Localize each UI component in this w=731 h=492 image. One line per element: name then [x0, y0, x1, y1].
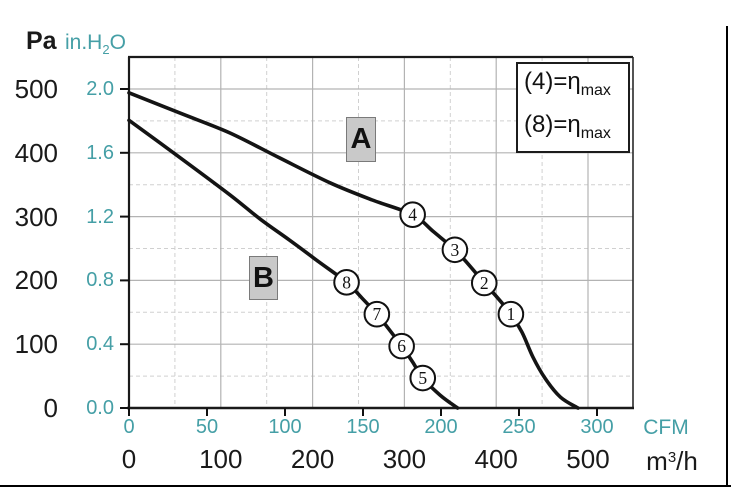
legend-entry-a-subscript: max [580, 82, 611, 99]
x-tick-m3h-100: 100 [199, 444, 243, 474]
x-tick-cfm-50: 50 [195, 416, 219, 438]
marker-circle-8 [333, 269, 360, 296]
legend-entry-curve-a: (4)=ηmax [524, 69, 628, 104]
marker-circle-3 [441, 236, 469, 264]
x-tick-cfm-0: 0 [123, 416, 135, 438]
x-tick-m3h-200: 200 [290, 444, 335, 474]
x-tick-m3h-500: 500 [566, 444, 610, 474]
curve-a-label: A [346, 117, 376, 162]
x-tick-cfm-300: 300 [580, 416, 614, 438]
inh2o-text-end: O [109, 31, 126, 54]
y-tick-pa-100: 100 [14, 329, 58, 360]
y-tick-inh2o-0.8: 0.8 [86, 269, 114, 292]
x-axis-unit-m3h: m3/h [646, 446, 698, 477]
y-tick-pa-300: 300 [14, 201, 58, 232]
page-frame-bottom [0, 485, 731, 487]
marker-circle-7 [363, 300, 391, 328]
m3h-superscript: 3 [667, 449, 677, 466]
y-axis-unit-inh2o: in.H2O [65, 31, 126, 57]
marker-number-3: 3 [451, 240, 460, 260]
x-axis-unit-cfm: CFM [643, 416, 689, 439]
marker-number-1: 1 [507, 304, 516, 324]
m3h-text-end: /h [676, 446, 698, 476]
y-tick-inh2o-1.6: 1.6 [86, 141, 114, 164]
x-tick-m3h-300: 300 [382, 444, 427, 474]
x-tick-cfm-100: 100 [268, 416, 302, 438]
marker-number-8: 8 [342, 272, 351, 292]
y-tick-inh2o-2.0: 2.0 [86, 78, 114, 100]
marker-circle-1 [497, 300, 525, 328]
x-tick-cfm-250: 250 [502, 416, 536, 438]
marker-number-7: 7 [372, 304, 381, 324]
legend-entry-b-subscript: max [580, 125, 611, 142]
x-tick-cfm-200: 200 [424, 416, 458, 438]
page-frame-right [726, 26, 728, 487]
y-tick-inh2o-1.2: 1.2 [86, 205, 114, 228]
marker-number-4: 4 [408, 205, 417, 225]
y-axis-unit-pa: Pa [26, 27, 57, 55]
y-tick-pa-200: 200 [14, 265, 58, 296]
legend-entry-curve-b: (8)=ηmax [524, 112, 628, 147]
x-tick-m3h-400: 400 [474, 444, 518, 474]
inh2o-text: in.H [65, 31, 103, 54]
legend-box: (4)=ηmax (8)=ηmax [516, 62, 630, 153]
curve-b-label: B [249, 256, 278, 300]
y-tick-pa-500: 500 [14, 74, 58, 104]
marker-circle-5 [409, 364, 437, 392]
marker-circle-6 [388, 332, 415, 360]
marker-number-5: 5 [418, 368, 427, 388]
legend-entry-b-text: (8)=η [524, 111, 581, 138]
marker-circle-2 [470, 269, 498, 297]
m3h-text: m [646, 446, 668, 476]
y-tick-pa-0: 0 [43, 393, 58, 423]
y-tick-inh2o-0.0: 0.0 [86, 397, 114, 419]
x-tick-m3h-0: 0 [121, 444, 137, 474]
legend-entry-a-text: (4)=η [524, 68, 581, 95]
x-tick-cfm-150: 150 [346, 416, 380, 438]
marker-circle-4 [399, 201, 426, 228]
inh2o-subscript: 2 [102, 42, 110, 57]
marker-number-2: 2 [480, 273, 489, 293]
y-tick-inh2o-0.4: 0.4 [86, 333, 114, 356]
y-tick-pa-400: 400 [14, 137, 58, 168]
marker-number-6: 6 [397, 336, 406, 356]
